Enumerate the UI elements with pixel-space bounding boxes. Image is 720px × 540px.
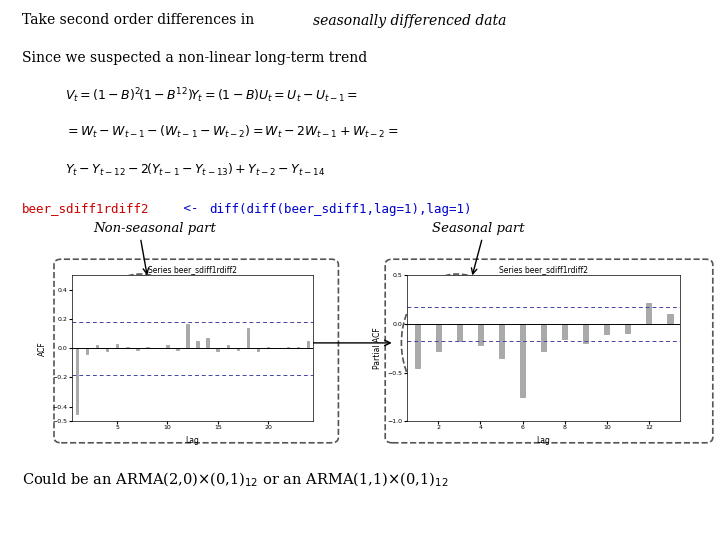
Title: Series beer_sdiff1rdiff2: Series beer_sdiff1rdiff2 [148, 266, 237, 275]
Text: Seasonal part: Seasonal part [432, 222, 525, 235]
Bar [217, 348, 219, 351]
Bar [106, 348, 109, 351]
Bar [520, 324, 525, 397]
Bar [499, 324, 504, 358]
Bar [96, 346, 99, 348]
X-axis label: Lag: Lag [186, 436, 199, 445]
Bar [541, 324, 546, 351]
Bar [307, 341, 310, 348]
Bar [583, 324, 588, 343]
Bar [647, 302, 652, 324]
Y-axis label: Partial ACF: Partial ACF [373, 327, 382, 369]
Text: $= W_t - W_{t-1} - \left(W_{t-1} - W_{t-2}\right) = W_t - 2W_{t-1} + W_{t-2} =$: $= W_t - W_{t-1} - \left(W_{t-1} - W_{t-… [65, 124, 398, 140]
Text: diff(diff(beer_sdiff1,lag=1),lag=1): diff(diff(beer_sdiff1,lag=1),lag=1) [209, 202, 472, 215]
Bar [207, 338, 209, 348]
Bar [256, 348, 259, 351]
Text: $Y_t - Y_{t-12} - 2\!\left(Y_{t-1} - Y_{t-13}\right) + Y_{t-2} - Y_{t-14}$: $Y_t - Y_{t-12} - 2\!\left(Y_{t-1} - Y_{… [65, 162, 325, 178]
Bar [478, 324, 483, 346]
Text: Since we suspected a non-linear long-term trend: Since we suspected a non-linear long-ter… [22, 51, 367, 65]
Bar [116, 344, 119, 348]
Text: <-: <- [176, 202, 207, 215]
Text: $V_t = (1-B)^2\!\left(1-B^{12}\right)\!Y_t = (1-B)U_t = U_t - U_{t-1} =$: $V_t = (1-B)^2\!\left(1-B^{12}\right)\!Y… [65, 86, 358, 105]
Bar [186, 323, 189, 348]
Bar [166, 346, 168, 348]
Bar [247, 328, 249, 348]
Bar [287, 347, 289, 348]
Bar [237, 348, 239, 350]
Bar [136, 348, 138, 350]
Bar [126, 347, 129, 348]
Bar [562, 324, 567, 339]
Text: Could be an ARMA(2,0)$\times$(0,1)$_{12}$ or an ARMA(1,1)$\times$(0,1)$_{12}$: Could be an ARMA(2,0)$\times$(0,1)$_{12}… [22, 470, 448, 489]
Bar [146, 347, 148, 348]
Bar [667, 314, 672, 324]
Bar [604, 324, 609, 334]
Y-axis label: ACF: ACF [38, 341, 47, 356]
Text: Take second order differences in: Take second order differences in [22, 14, 258, 28]
Bar [297, 347, 300, 348]
Text: Non-seasonal part: Non-seasonal part [94, 222, 217, 235]
Bar [76, 348, 78, 414]
Bar [266, 347, 269, 348]
Text: seasonally differenced data: seasonally differenced data [313, 14, 507, 28]
Bar [176, 348, 179, 350]
Bar [86, 348, 89, 354]
Bar [436, 324, 441, 351]
Bar [625, 324, 631, 333]
Bar [456, 324, 462, 341]
Bar [227, 346, 229, 348]
X-axis label: Lag: Lag [536, 436, 551, 445]
Bar [197, 341, 199, 348]
Title: Series beer_sdiff1rdiff2: Series beer_sdiff1rdiff2 [499, 266, 588, 275]
Bar [415, 324, 420, 368]
Text: beer_sdiff1rdiff2: beer_sdiff1rdiff2 [22, 202, 149, 215]
